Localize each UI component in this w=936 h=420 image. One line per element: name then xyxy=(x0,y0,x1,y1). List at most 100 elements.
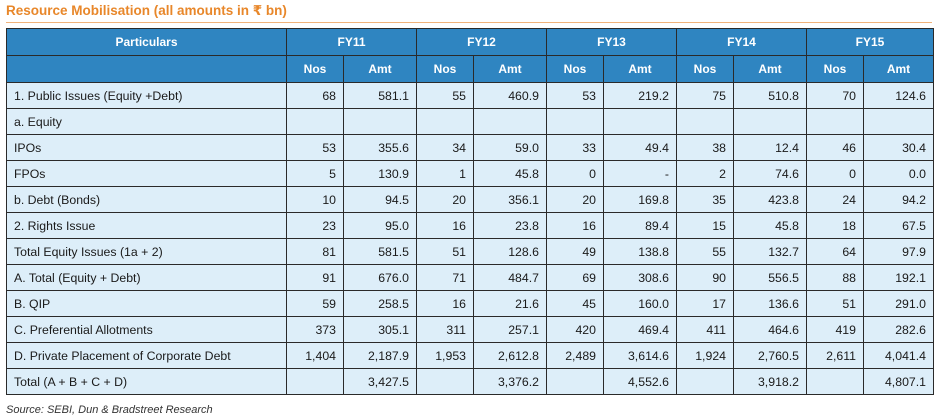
amt-cell: 556.5 xyxy=(733,264,807,291)
nos-cell: 69 xyxy=(546,264,604,291)
amt-cell: 74.6 xyxy=(733,160,807,187)
nos-cell: 16 xyxy=(546,212,604,239)
amt-cell: 169.8 xyxy=(603,186,677,213)
nos-cell: 311 xyxy=(416,316,474,343)
amt-cell xyxy=(473,108,547,135)
nos-cell: 64 xyxy=(806,238,864,265)
header-row-measures: Nos Amt Nos Amt Nos Amt Nos Amt Nos Amt xyxy=(6,55,934,83)
nos-cell: 0 xyxy=(806,160,864,187)
amt-cell: - xyxy=(603,160,677,187)
amt-cell: 258.5 xyxy=(343,290,417,317)
amt-cell: 423.8 xyxy=(733,186,807,213)
row-label: Total Equity Issues (1a + 2) xyxy=(6,238,287,265)
amt-cell: 94.2 xyxy=(863,186,934,213)
nos-cell: 55 xyxy=(416,82,474,109)
nos-cell: 16 xyxy=(416,212,474,239)
amt-cell: 49.4 xyxy=(603,134,677,161)
amt-cell: 21.6 xyxy=(473,290,547,317)
table-row: Total Equity Issues (1a + 2) 81 581.5 51 128… xyxy=(6,238,934,265)
amt-header: Amt xyxy=(343,55,417,83)
particulars-header: Particulars xyxy=(6,28,287,56)
amt-cell: 45.8 xyxy=(733,212,807,239)
amt-cell: 3,918.2 xyxy=(733,368,807,395)
nos-cell: 373 xyxy=(286,316,344,343)
nos-cell: 45 xyxy=(546,290,604,317)
table-row: D. Private Placement of Corporate Debt 1,… xyxy=(6,342,934,369)
nos-cell: 35 xyxy=(676,186,734,213)
amt-cell: 124.6 xyxy=(863,82,934,109)
nos-cell: 5 xyxy=(286,160,344,187)
nos-cell xyxy=(806,108,864,135)
amt-cell: 2,612.8 xyxy=(473,342,547,369)
nos-cell: 15 xyxy=(676,212,734,239)
amt-cell: 3,614.6 xyxy=(603,342,677,369)
nos-cell: 411 xyxy=(676,316,734,343)
nos-cell: 0 xyxy=(546,160,604,187)
nos-cell: 2,611 xyxy=(806,342,864,369)
nos-cell: 51 xyxy=(416,238,474,265)
nos-cell: 33 xyxy=(546,134,604,161)
amt-cell: 160.0 xyxy=(603,290,677,317)
nos-cell: 34 xyxy=(416,134,474,161)
amt-cell: 510.8 xyxy=(733,82,807,109)
nos-cell xyxy=(676,368,734,395)
particulars-subheader-blank xyxy=(6,55,287,83)
year-header: FY14 xyxy=(676,28,807,56)
nos-cell: 24 xyxy=(806,186,864,213)
amt-cell: 460.9 xyxy=(473,82,547,109)
amt-cell: 676.0 xyxy=(343,264,417,291)
amt-cell: 138.8 xyxy=(603,238,677,265)
amt-cell: 4,041.4 xyxy=(863,342,934,369)
amt-cell: 308.6 xyxy=(603,264,677,291)
nos-cell xyxy=(416,368,474,395)
amt-cell: 484.7 xyxy=(473,264,547,291)
nos-cell: 20 xyxy=(416,186,474,213)
nos-cell xyxy=(806,368,864,395)
amt-cell: 0.0 xyxy=(863,160,934,187)
table-row: C. Preferential Allotments 373 305.1 311 257… xyxy=(6,316,934,343)
amt-cell: 581.1 xyxy=(343,82,417,109)
amt-cell: 581.5 xyxy=(343,238,417,265)
amt-cell: 305.1 xyxy=(343,316,417,343)
amt-cell: 67.5 xyxy=(863,212,934,239)
nos-cell: 10 xyxy=(286,186,344,213)
nos-cell: 75 xyxy=(676,82,734,109)
nos-cell: 23 xyxy=(286,212,344,239)
source-note: Source: SEBI, Dun & Bradstreet Research xyxy=(6,404,213,416)
resource-mobilisation-table: Particulars FY11 FY12 FY13 FY14 FY15 Nos… xyxy=(6,28,934,395)
row-label: C. Preferential Allotments xyxy=(6,316,287,343)
nos-cell: 55 xyxy=(676,238,734,265)
amt-cell: 2,187.9 xyxy=(343,342,417,369)
amt-cell: 130.9 xyxy=(343,160,417,187)
nos-cell xyxy=(286,108,344,135)
nos-cell: 1 xyxy=(416,160,474,187)
amt-cell: 12.4 xyxy=(733,134,807,161)
row-label: a. Equity xyxy=(6,108,287,135)
amt-cell: 128.6 xyxy=(473,238,547,265)
amt-cell xyxy=(863,108,934,135)
amt-cell: 257.1 xyxy=(473,316,547,343)
table-row: b. Debt (Bonds) 10 94.5 20 356.1 20 169.8 35 423… xyxy=(6,186,934,213)
amt-cell: 30.4 xyxy=(863,134,934,161)
nos-cell xyxy=(286,368,344,395)
year-header: FY12 xyxy=(416,28,547,56)
amt-cell: 136.6 xyxy=(733,290,807,317)
amt-cell: 3,376.2 xyxy=(473,368,547,395)
row-label: D. Private Placement of Corporate Debt xyxy=(6,342,287,369)
nos-cell: 49 xyxy=(546,238,604,265)
year-header: FY11 xyxy=(286,28,417,56)
row-label: b. Debt (Bonds) xyxy=(6,186,287,213)
amt-cell: 4,552.6 xyxy=(603,368,677,395)
nos-header: Nos xyxy=(676,55,734,83)
amt-cell: 282.6 xyxy=(863,316,934,343)
amt-cell: 192.1 xyxy=(863,264,934,291)
row-label: FPOs xyxy=(6,160,287,187)
amt-cell xyxy=(733,108,807,135)
amt-cell: 94.5 xyxy=(343,186,417,213)
year-header: FY13 xyxy=(546,28,677,56)
table-row: FPOs 5 130.9 1 45.8 0-2 74.6 0 0.0 xyxy=(6,160,934,187)
nos-cell: 88 xyxy=(806,264,864,291)
table-body: 1. Public Issues (Equity +Debt) 68 581.1 55… xyxy=(6,82,934,395)
header-row-years: Particulars FY11 FY12 FY13 FY14 FY15 xyxy=(6,28,934,56)
amt-cell: 97.9 xyxy=(863,238,934,265)
